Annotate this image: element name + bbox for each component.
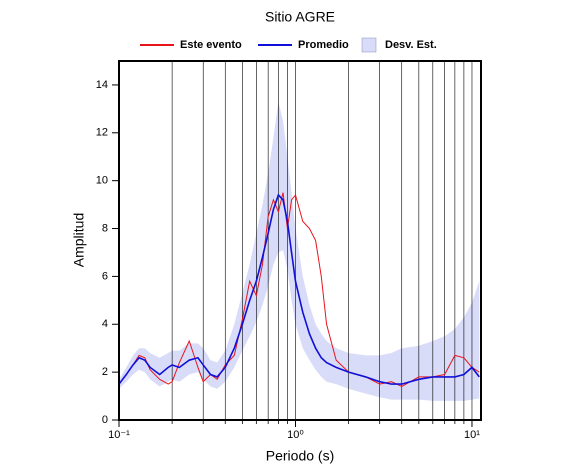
legend-label: Promedio — [298, 39, 349, 51]
legend-label: Este evento — [180, 39, 242, 51]
std-band — [119, 101, 480, 401]
y-tick-label: 14 — [96, 79, 108, 91]
y-axis-label: Amplitud — [71, 213, 87, 267]
legend-swatch — [361, 37, 377, 53]
series-line — [118, 193, 480, 385]
x-tick-label: 10⁻¹ — [108, 429, 130, 441]
y-tick-label: 2 — [102, 366, 108, 378]
y-tick-label: 10 — [96, 175, 108, 187]
legend-label: Desv. Est. — [385, 39, 437, 51]
y-tick-label: 4 — [102, 318, 108, 330]
y-tick-label: 6 — [102, 270, 108, 282]
x-tick-label: 10¹ — [464, 429, 480, 441]
x-tick-label: 10⁰ — [287, 429, 304, 441]
x-axis-label: Periodo (s) — [266, 448, 334, 464]
chart-title: Sitio AGRE — [265, 9, 335, 25]
y-tick-label: 8 — [102, 222, 108, 234]
plot-frame — [118, 60, 482, 421]
y-tick-label: 12 — [96, 127, 108, 139]
y-tick-label: 0 — [102, 414, 108, 426]
